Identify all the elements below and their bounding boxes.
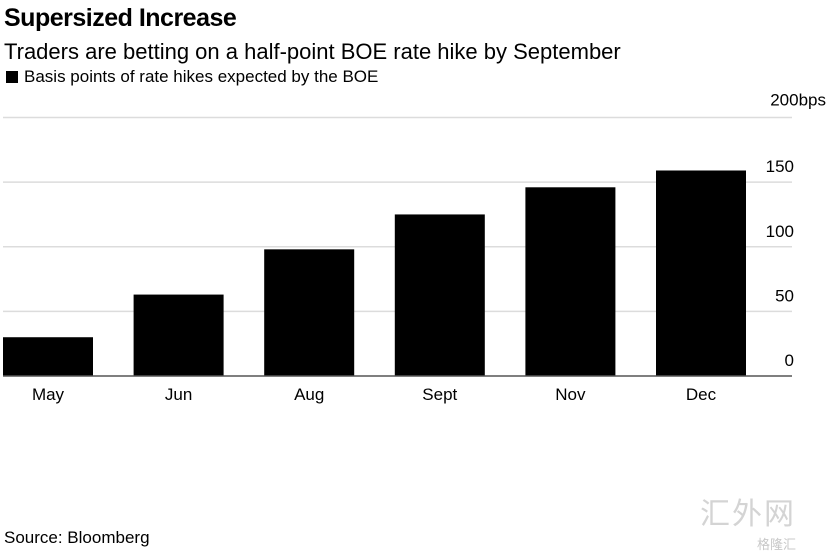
legend: Basis points of rate hikes expected by t… <box>6 67 378 87</box>
source-note: Source: Bloomberg <box>4 528 150 547</box>
x-tick-label: Nov <box>555 385 586 404</box>
y-tick-label: 0 <box>785 351 794 370</box>
bar-aug <box>264 249 355 376</box>
chart-title: Supersized Increase <box>4 4 237 32</box>
x-tick-label: Jun <box>165 385 192 404</box>
legend-swatch <box>6 71 18 83</box>
x-tick-label: May <box>32 385 65 404</box>
bar-nov <box>525 187 616 376</box>
x-tick-label: Dec <box>686 385 717 404</box>
bar-sept <box>394 214 485 376</box>
x-tick-label: Sept <box>422 385 457 404</box>
y-tick-label: 150 <box>766 157 794 176</box>
bar-may <box>3 337 93 376</box>
bar-jun <box>133 294 224 376</box>
y-tick-label: 100 <box>766 222 794 241</box>
y-tick-label: 200bps <box>770 91 826 110</box>
watermark-sub: 格隆汇 <box>757 537 797 552</box>
legend-label: Basis points of rate hikes expected by t… <box>24 67 379 86</box>
x-tick-label: Aug <box>294 385 324 404</box>
bar-dec <box>656 170 746 376</box>
chart-subtitle: Traders are betting on a half-point BOE … <box>4 39 621 64</box>
watermark: 汇外网 <box>700 497 796 532</box>
y-tick-label: 50 <box>775 286 794 305</box>
